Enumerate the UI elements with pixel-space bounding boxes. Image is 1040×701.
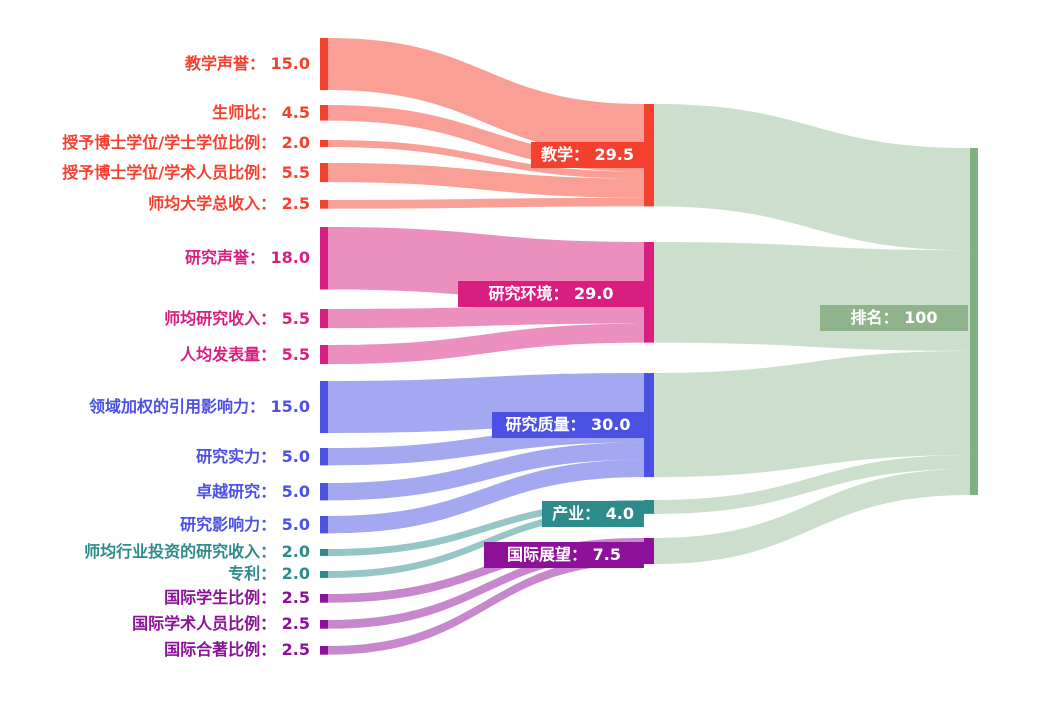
sankey-node-teaching[interactable] (644, 104, 654, 207)
left-label-industry-research-income: 师均行业投资的研究收入： 2.0 (84, 542, 310, 562)
sankey-node-industry-research-income[interactable] (320, 549, 328, 556)
sankey-node-field-weighted-citation-impact[interactable] (320, 381, 328, 434)
sankey-node-industry[interactable] (644, 500, 654, 514)
left-label-teaching-reputation: 教学声誉： 15.0 (184, 54, 310, 74)
sankey-node-intl-students[interactable] (320, 594, 328, 603)
sankey-node-research-quality[interactable] (644, 373, 654, 478)
sankey-node-research-income[interactable] (320, 309, 328, 329)
sankey-link-research-quality-rank[interactable] (654, 350, 970, 478)
sankey-node-student-staff-ratio[interactable] (320, 105, 328, 121)
left-label-student-staff-ratio: 生师比： 4.5 (212, 102, 310, 122)
left-label-research-influence: 研究影响力： 5.0 (180, 514, 310, 534)
sankey-link-intl-staff-international-outlook[interactable] (328, 546, 644, 629)
sankey-node-intl-coauthorship[interactable] (320, 646, 328, 655)
left-label-intl-staff: 国际学术人员比例： 2.5 (132, 614, 310, 634)
sankey-node-doctorate-staff-ratio[interactable] (320, 163, 328, 183)
right-label-rank: 排名： 100 (820, 305, 968, 331)
sankey-link-research-excellence-research-quality[interactable] (328, 442, 644, 501)
sankey-link-intl-coauthorship-international-outlook[interactable] (328, 555, 644, 655)
sankey-node-research-influence[interactable] (320, 516, 328, 534)
sankey-link-intl-students-international-outlook[interactable] (328, 538, 644, 603)
left-label-publications-per-capita: 人均发表量： 5.5 (180, 344, 310, 364)
mid-label-industry: 产业： 4.0 (542, 501, 644, 527)
left-label-intl-coauthorship: 国际合著比例： 2.5 (164, 640, 310, 660)
sankey-link-teaching-rank[interactable] (654, 104, 970, 251)
sankey-node-rank[interactable] (970, 148, 978, 495)
sankey-node-patents[interactable] (320, 571, 328, 578)
left-label-research-income: 师均研究收入： 5.5 (164, 308, 310, 328)
sankey-link-research-income-research-environment[interactable] (328, 304, 644, 329)
left-label-research-reputation: 研究声誉： 18.0 (184, 248, 310, 268)
sankey-node-international-outlook[interactable] (644, 538, 654, 565)
mid-label-teaching: 教学： 29.5 (530, 142, 644, 168)
left-label-doctorate-bachelor-ratio: 授予博士学位/学士学位比例： 2.0 (62, 133, 310, 153)
sankey-link-research-influence-research-quality[interactable] (328, 459, 644, 534)
sankey-node-teaching-reputation[interactable] (320, 38, 328, 91)
sankey-node-intl-staff[interactable] (320, 620, 328, 629)
sankey-node-research-reputation[interactable] (320, 227, 328, 290)
sankey-link-research-environment-rank[interactable] (654, 242, 970, 351)
mid-label-research-quality: 研究质量： 30.0 (492, 412, 644, 438)
sankey-node-institutional-income[interactable] (320, 200, 328, 209)
left-label-patents: 专利： 2.0 (228, 564, 310, 584)
sankey-node-doctorate-bachelor-ratio[interactable] (320, 140, 328, 147)
left-label-research-strength: 研究实力： 5.0 (196, 446, 310, 466)
sankey-link-institutional-income-teaching[interactable] (328, 197, 644, 209)
sankey-node-publications-per-capita[interactable] (320, 345, 328, 365)
sankey-link-doctorate-bachelor-ratio-teaching[interactable] (328, 140, 644, 179)
sankey-link-teaching-reputation-teaching[interactable] (328, 38, 644, 157)
sankey-link-international-outlook-rank[interactable] (654, 468, 970, 565)
left-label-doctorate-staff-ratio: 授予博士学位/学术人员比例： 5.5 (62, 162, 310, 182)
mid-label-research-environment: 研究环境： 29.0 (458, 281, 644, 307)
sankey-link-publications-per-capita-research-environment[interactable] (328, 323, 644, 365)
sankey-node-research-excellence[interactable] (320, 483, 328, 501)
left-label-research-excellence: 卓越研究： 5.0 (196, 481, 310, 501)
sankey-node-research-strength[interactable] (320, 448, 328, 466)
mid-label-international-outlook: 国际展望： 7.5 (484, 542, 644, 568)
sankey-link-industry-rank[interactable] (654, 455, 970, 514)
left-label-intl-students: 国际学生比例： 2.5 (164, 588, 310, 608)
sankey-node-research-environment[interactable] (644, 242, 654, 343)
sankey-link-industry-research-income-industry[interactable] (328, 500, 644, 556)
sankey-link-doctorate-staff-ratio-teaching[interactable] (328, 163, 644, 198)
left-label-field-weighted-citation-impact: 领域加权的引用影响力： 15.0 (88, 397, 310, 417)
left-label-institutional-income: 师均大学总收入： 2.5 (148, 194, 310, 214)
